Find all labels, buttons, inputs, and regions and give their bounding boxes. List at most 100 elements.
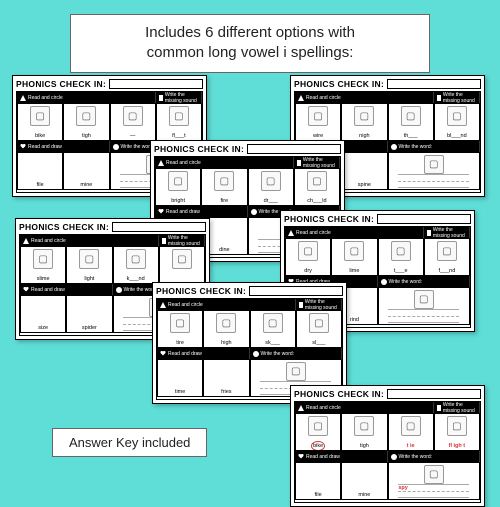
picture-icon: ▢ [126, 249, 146, 269]
cell: mine [63, 152, 109, 190]
cell: ▢wire [295, 103, 341, 141]
hdr-write-missing: Write the missing sound [424, 227, 470, 238]
worksheet-title: PHONICS CHECK IN: [294, 389, 384, 399]
picture-icon: ▢ [401, 416, 421, 436]
writing-lines [398, 174, 469, 188]
cell: ▢slime [20, 246, 66, 284]
picture-icon: ▢ [447, 416, 467, 436]
hdr-write-missing: Write the missing sound [296, 299, 342, 310]
picture-icon: ▢ [214, 171, 234, 191]
cell: size [20, 295, 66, 333]
writing-lines: spy [398, 484, 469, 498]
header-line2: common long vowel i spellings: [147, 44, 354, 61]
hdr-read-circle: Read and circle [285, 227, 424, 238]
picture-icon: ▢ [401, 106, 421, 126]
picture-icon: ▢ [391, 241, 411, 261]
hdr-read-circle: Read and circle [157, 299, 296, 310]
hdr-read-circle: Read and circle [295, 92, 434, 103]
cell: file [17, 152, 63, 190]
picture-icon: ▢ [354, 416, 374, 436]
worksheet-title: PHONICS CHECK IN: [16, 79, 106, 89]
picture-icon: ▢ [308, 106, 328, 126]
picture-icon: ▢ [309, 313, 329, 333]
cell: ▢— [110, 103, 156, 141]
picture-icon: ▢ [447, 106, 467, 126]
header-line1: Includes 6 different options with [145, 24, 355, 41]
hdr-read-circle: Read and circle [155, 157, 294, 168]
hdr-write-word: Write the word: [388, 451, 481, 462]
cell: ▢sk___ [250, 310, 296, 348]
cell: ▢fl___t [156, 103, 202, 141]
hdr-read-circle: Read and circle [295, 402, 434, 413]
hdr-write-missing: Write the missing sound [159, 235, 205, 246]
picture-icon: ▢ [308, 416, 328, 436]
cell: ▢fire [201, 168, 247, 206]
cell: ▢dr___ [248, 168, 294, 206]
hdr-write-missing: Write the missing sound [434, 402, 480, 413]
cell: spine [341, 152, 387, 190]
cell: ▢bright [155, 168, 201, 206]
hdr-write-missing: Write the missing sound [434, 92, 480, 103]
picture-icon: ▢ [307, 171, 327, 191]
answer-key-text: Answer Key included [69, 435, 190, 450]
hdr-read-circle: Read and circle [20, 235, 159, 246]
picture-icon: ▢ [79, 249, 99, 269]
cell: mine [341, 462, 387, 500]
cell: file [295, 462, 341, 500]
cell: ▢nigh [341, 103, 387, 141]
picture-icon: ▢ [169, 106, 189, 126]
picture-icon: ▢ [354, 106, 374, 126]
cell: ▢ [159, 246, 205, 284]
picture-icon: ▢ [286, 362, 306, 381]
hdr-read-draw: Read and draw [157, 348, 250, 359]
cell: ▢light [66, 246, 112, 284]
cell: ▢bike [17, 103, 63, 141]
cell: ▢f___nd [424, 238, 470, 276]
cell: time [157, 359, 203, 397]
picture-icon: ▢ [76, 106, 96, 126]
writing-lines [388, 309, 459, 323]
picture-icon: ▢ [437, 241, 457, 261]
picture-icon: ▢ [170, 313, 190, 333]
cell: ▢ch___ld [294, 168, 340, 206]
hdr-write-word: Write the word: [378, 276, 471, 287]
name-field [249, 286, 343, 296]
picture-icon: ▢ [424, 465, 444, 484]
cell: ▢t ie [388, 413, 434, 451]
picture-icon: ▢ [33, 249, 53, 269]
hdr-write-missing: Write the missing sound [294, 157, 340, 168]
worksheet-title: PHONICS CHECK IN: [156, 286, 246, 296]
hdr-read-draw: Read and draw [20, 284, 113, 295]
picture-icon: ▢ [30, 106, 50, 126]
picture-icon: ▢ [261, 171, 281, 191]
cell: ▢dry [285, 238, 331, 276]
name-field [112, 222, 206, 232]
cell: ▢k___nd [113, 246, 159, 284]
picture-icon: ▢ [123, 106, 143, 126]
cell: ▢bl___nd [434, 103, 480, 141]
name-field [109, 79, 203, 89]
worksheet-title: PHONICS CHECK IN: [294, 79, 384, 89]
worksheet-answer-key: PHONICS CHECK IN:Read and circleWrite th… [290, 385, 485, 507]
cell: ▢lime [331, 238, 377, 276]
hdr-write-word: Write the word: [388, 141, 481, 152]
cell: fries [203, 359, 249, 397]
cell: ▢sl___ [296, 310, 342, 348]
name-field [377, 214, 471, 224]
picture-icon: ▢ [298, 241, 318, 261]
cell: ▢bike [295, 413, 341, 451]
cell: ▢tigh [341, 413, 387, 451]
cell: ▢th___ [388, 103, 434, 141]
worksheet-title: PHONICS CHECK IN: [154, 144, 244, 154]
cell: ▢tigh [63, 103, 109, 141]
cell: ▢t___e [378, 238, 424, 276]
hdr-write-word: Write the word: [250, 348, 343, 359]
picture-icon: ▢ [168, 171, 188, 191]
hdr-read-draw: Read and draw [295, 451, 388, 462]
hdr-read-draw: Read and draw [17, 141, 110, 152]
worksheet-title: PHONICS CHECK IN: [19, 222, 109, 232]
hdr-read-circle: Read and circle [17, 92, 156, 103]
cell: spider [66, 295, 112, 333]
answer-key-box: Answer Key included [52, 428, 207, 457]
cell: ▢tire [157, 310, 203, 348]
